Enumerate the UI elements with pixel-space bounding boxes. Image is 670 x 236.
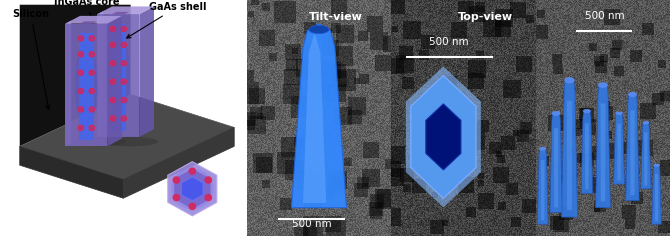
Polygon shape (600, 103, 606, 202)
Ellipse shape (107, 33, 130, 118)
Ellipse shape (104, 137, 158, 146)
Polygon shape (291, 24, 346, 208)
Circle shape (110, 42, 116, 47)
Circle shape (121, 61, 127, 66)
Circle shape (205, 194, 212, 201)
Text: GaAs shell: GaAs shell (127, 2, 206, 38)
Ellipse shape (72, 137, 126, 146)
Circle shape (89, 107, 94, 112)
Circle shape (189, 203, 196, 210)
Ellipse shape (654, 164, 659, 166)
Polygon shape (111, 24, 126, 131)
Polygon shape (655, 174, 658, 221)
Circle shape (121, 97, 127, 103)
Polygon shape (630, 110, 634, 195)
Circle shape (173, 194, 180, 201)
Polygon shape (406, 66, 481, 207)
Polygon shape (168, 162, 217, 216)
Polygon shape (614, 113, 624, 184)
Circle shape (78, 52, 84, 57)
Circle shape (121, 26, 127, 31)
Polygon shape (123, 127, 234, 198)
Ellipse shape (539, 147, 546, 150)
Circle shape (121, 79, 127, 84)
Circle shape (89, 52, 94, 57)
Ellipse shape (75, 42, 98, 128)
Polygon shape (174, 169, 210, 209)
Polygon shape (107, 16, 122, 146)
Circle shape (121, 42, 127, 47)
Polygon shape (66, 16, 122, 24)
Polygon shape (19, 5, 131, 146)
Polygon shape (596, 85, 610, 208)
Polygon shape (426, 104, 461, 170)
Ellipse shape (584, 109, 590, 113)
Circle shape (121, 116, 127, 121)
Polygon shape (97, 14, 139, 137)
Text: 500 nm: 500 nm (292, 219, 332, 229)
Polygon shape (299, 33, 326, 203)
Text: InGaAs core: InGaAs core (54, 0, 119, 25)
Circle shape (78, 70, 84, 75)
Circle shape (110, 61, 116, 66)
Polygon shape (19, 146, 123, 198)
Polygon shape (97, 11, 103, 137)
Circle shape (110, 26, 116, 31)
Circle shape (110, 97, 116, 103)
Circle shape (89, 125, 94, 131)
Polygon shape (66, 21, 71, 146)
Circle shape (173, 177, 180, 183)
Polygon shape (19, 94, 234, 179)
Polygon shape (617, 124, 621, 181)
Polygon shape (97, 6, 154, 14)
Polygon shape (641, 123, 651, 189)
Ellipse shape (643, 121, 649, 124)
Polygon shape (561, 80, 578, 217)
Polygon shape (80, 21, 97, 24)
Polygon shape (567, 101, 572, 210)
Polygon shape (550, 113, 562, 212)
Polygon shape (626, 94, 639, 201)
Polygon shape (585, 123, 589, 189)
Ellipse shape (552, 111, 560, 115)
Text: 500 nm: 500 nm (584, 11, 624, 21)
Circle shape (89, 36, 94, 41)
Ellipse shape (309, 25, 329, 34)
Circle shape (78, 36, 84, 41)
Polygon shape (541, 160, 545, 220)
Circle shape (189, 168, 196, 174)
Text: Top-view: Top-view (458, 12, 513, 21)
Circle shape (110, 79, 116, 84)
Polygon shape (652, 165, 661, 224)
Ellipse shape (628, 92, 636, 97)
Ellipse shape (616, 112, 622, 115)
Text: Tilt-view: Tilt-view (310, 12, 363, 21)
Circle shape (205, 177, 212, 183)
Polygon shape (66, 24, 107, 146)
Circle shape (78, 107, 84, 112)
Circle shape (78, 125, 84, 131)
Circle shape (89, 70, 94, 75)
Circle shape (78, 88, 84, 94)
Polygon shape (182, 177, 203, 201)
Ellipse shape (171, 169, 214, 209)
Text: Silicon: Silicon (12, 9, 50, 109)
Polygon shape (79, 34, 94, 140)
Ellipse shape (565, 77, 574, 83)
Polygon shape (411, 76, 476, 198)
Text: 500 nm: 500 nm (429, 37, 469, 47)
Ellipse shape (598, 83, 608, 87)
Polygon shape (582, 111, 593, 194)
Circle shape (110, 116, 116, 121)
Polygon shape (139, 6, 154, 137)
Polygon shape (645, 133, 647, 185)
Circle shape (89, 88, 94, 94)
Polygon shape (554, 128, 558, 207)
Polygon shape (537, 149, 548, 224)
Polygon shape (112, 12, 129, 14)
